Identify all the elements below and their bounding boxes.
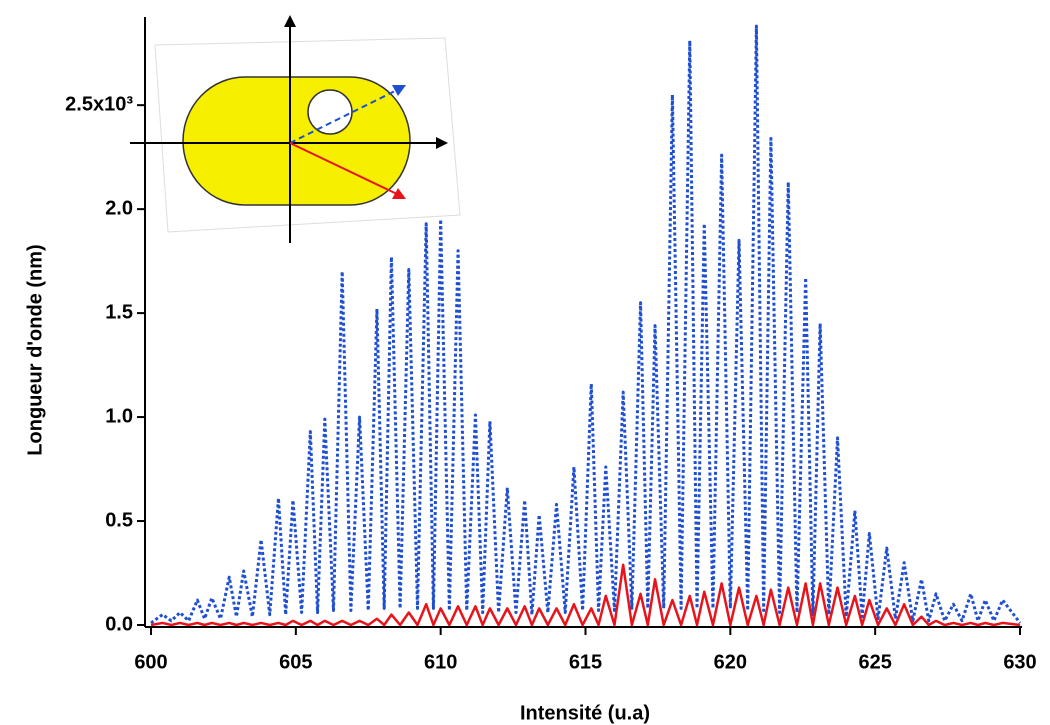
x-tick-label: 630: [1003, 651, 1036, 673]
y-tick-label: 0.0: [105, 613, 133, 635]
x-tick-label: 605: [279, 651, 312, 673]
y-tick-label: 0.5: [105, 509, 133, 531]
x-tick-label: 625: [858, 651, 891, 673]
spectrum-line: [150, 24, 1022, 625]
inset-diagram: [130, 15, 461, 243]
x-axis-title: Intensité (u.a): [520, 702, 650, 724]
y-tick-label: 1.5: [105, 301, 133, 323]
spectrum-line: [150, 563, 1021, 627]
y-axis-title: Longueur d'onde (nm): [24, 244, 46, 455]
plot-area: 0.0 0.5 1.0 1.5 2.0 2.5x10³ 600 605 610 615 620 625…: [65, 17, 1037, 673]
x-tick-label: 615: [569, 651, 602, 673]
y-tick-label: 2.0: [105, 197, 133, 219]
y-tick-label: 1.0: [105, 405, 133, 427]
y-tick-label: 2.5x10³: [65, 93, 133, 115]
x-tick-label: 600: [134, 651, 167, 673]
x-tick-label: 610: [424, 651, 457, 673]
x-tick-label: 620: [714, 651, 747, 673]
